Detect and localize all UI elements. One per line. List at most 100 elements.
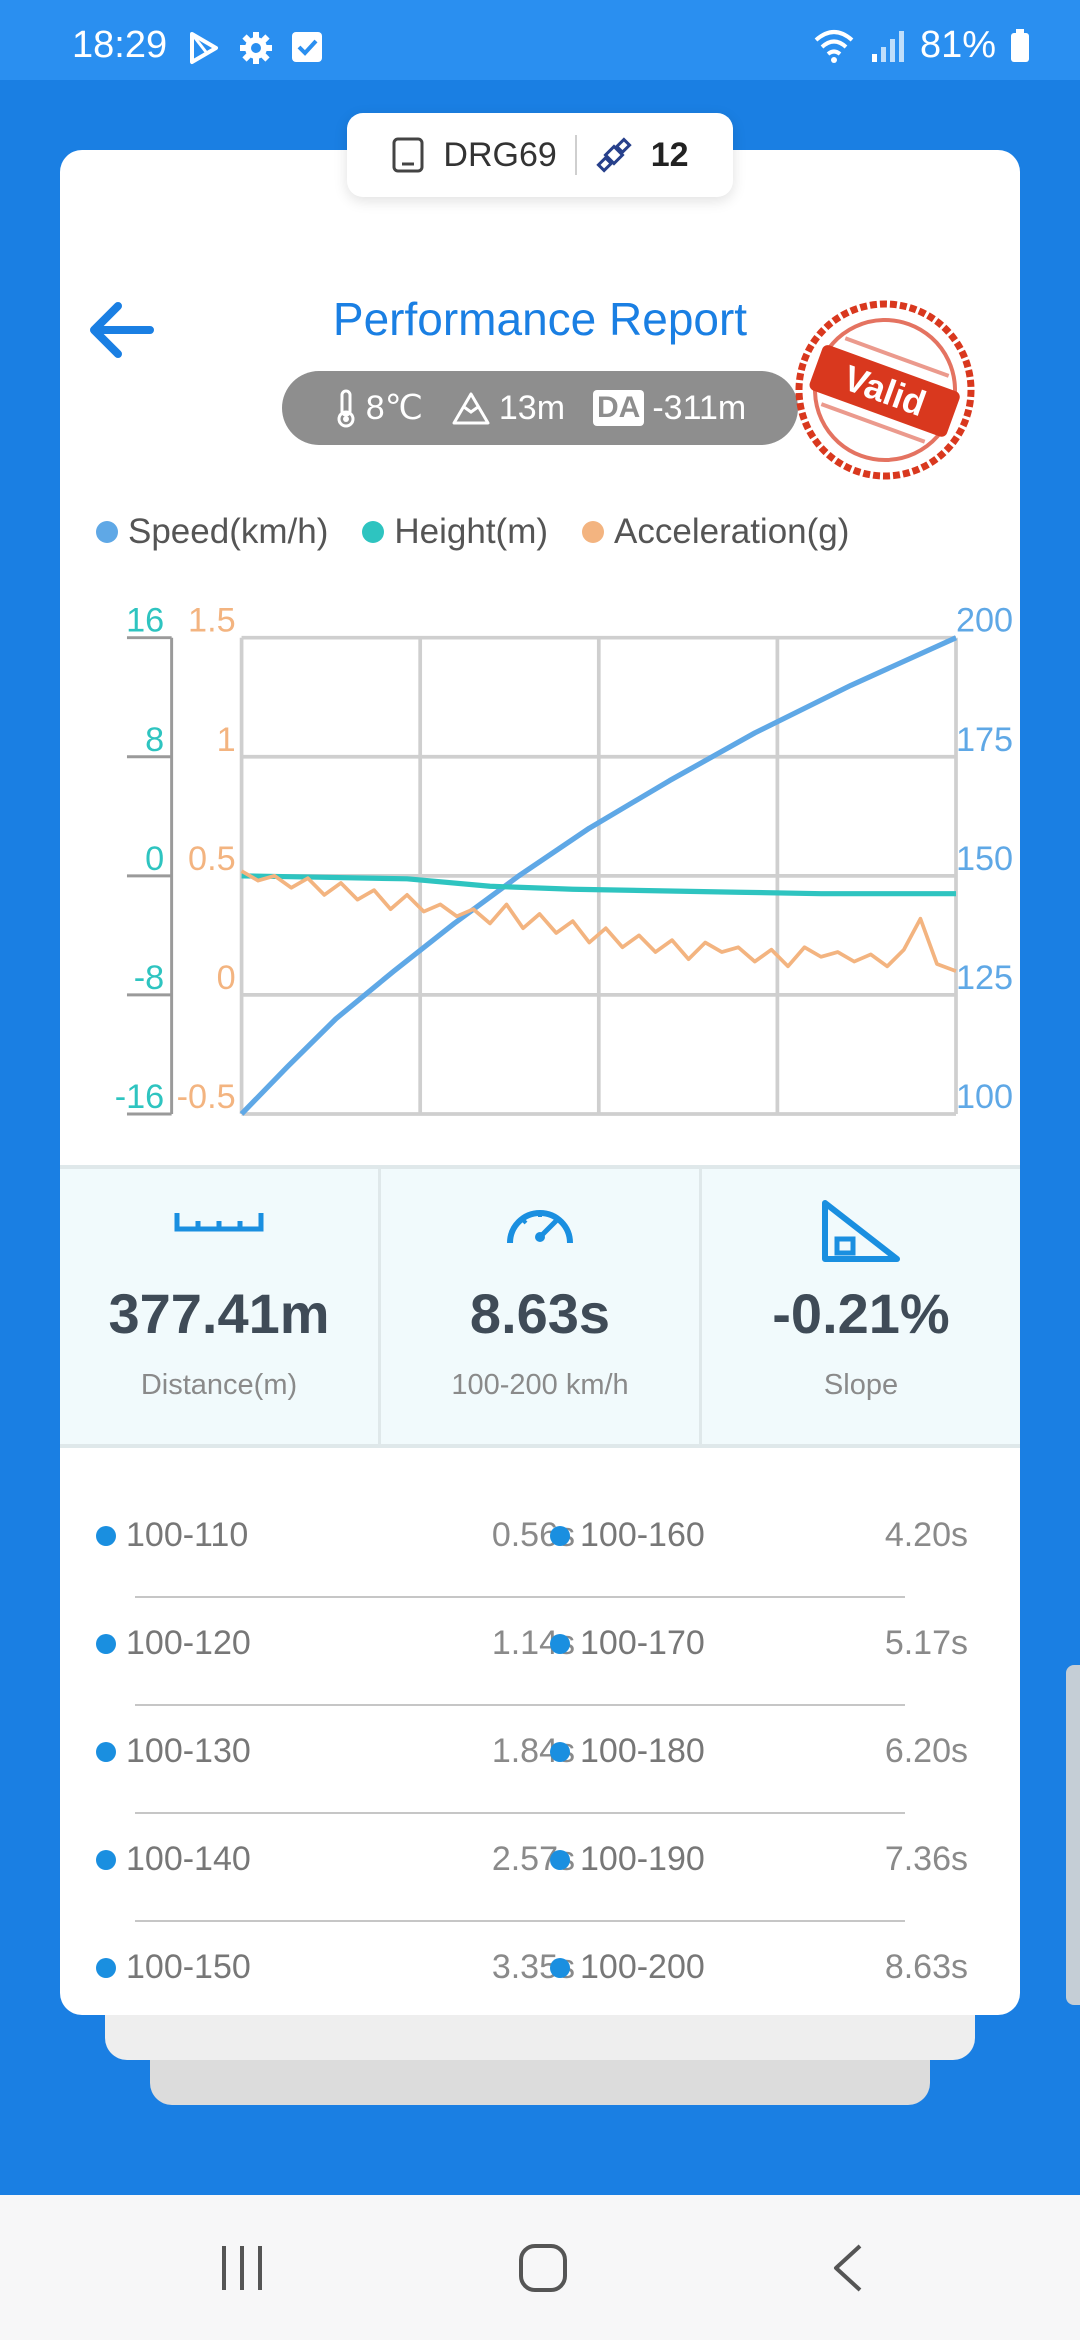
checkbox-icon xyxy=(292,32,322,62)
slope-label: Slope xyxy=(823,1369,899,1401)
split-right-label: 100-170 xyxy=(550,1624,705,1663)
legend-acceleration-label: Acceleration(g) xyxy=(614,512,850,551)
split-right-label-text: 100-190 xyxy=(580,1840,705,1878)
page-title: Performance Report xyxy=(332,293,748,345)
split-left-label-text: 100-120 xyxy=(126,1624,251,1662)
split-right-label-text: 100-160 xyxy=(580,1516,705,1554)
height-tick-label: -16 xyxy=(115,1078,164,1116)
split-bullet xyxy=(96,1633,116,1654)
split-bullet xyxy=(96,1525,116,1546)
row-divider xyxy=(135,1920,905,1922)
stat-distance: 377.41m Distance(m) xyxy=(60,1169,378,1444)
acceleration-tick-label: 0 xyxy=(217,959,236,997)
split-left-label: 100-130 xyxy=(96,1732,251,1771)
pill-divider xyxy=(574,135,577,175)
device-pill[interactable]: DRG69 12 xyxy=(347,113,733,197)
home-icon[interactable] xyxy=(518,2243,568,2293)
split-right-value: 6.20s xyxy=(884,1732,968,1770)
acceleration-tick-label: 0.5 xyxy=(188,840,236,878)
altitude-item: 13m xyxy=(451,389,565,428)
split-row: 100-150 3.35s 100-200 8.63s xyxy=(60,1922,1020,2030)
settings-icon xyxy=(240,32,272,64)
slope-value: -0.21% xyxy=(772,1282,950,1345)
split-bullet xyxy=(550,1741,570,1762)
status-bar: 18:29 8 xyxy=(0,0,1080,80)
split-right-label-text: 100-200 xyxy=(580,1948,705,1986)
split-left-label-text: 100-140 xyxy=(126,1840,251,1878)
split-left-label: 100-120 xyxy=(96,1624,251,1663)
series-line-acceleration xyxy=(240,869,957,973)
back-arrow-icon[interactable] xyxy=(80,290,160,370)
chart-legend: Speed(km/h) Height(m) Acceleration(g) xyxy=(96,512,849,552)
split-bullet xyxy=(96,1957,116,1978)
height-tick-label: 16 xyxy=(126,602,164,640)
split-right-label: 100-200 xyxy=(550,1948,705,1987)
row-divider xyxy=(135,1704,905,1706)
speedometer-icon xyxy=(507,1210,573,1244)
split-right-label: 100-180 xyxy=(550,1732,705,1771)
density-altitude-item: DA -311m xyxy=(593,389,746,428)
legend-height-label: Height(m) xyxy=(394,512,549,551)
series-line-height xyxy=(241,873,956,897)
split-right-label: 100-190 xyxy=(550,1840,705,1879)
speed-tick-label: 175 xyxy=(956,721,1013,759)
acceleration-dot xyxy=(582,521,605,543)
recent-apps-icon[interactable] xyxy=(218,2243,266,2293)
row-divider xyxy=(135,1812,905,1814)
split-row: 100-120 1.14s 100-170 5.17s xyxy=(60,1598,1020,1706)
split-row: 100-130 1.84s 100-180 6.20s xyxy=(60,1706,1020,1814)
ruler-icon xyxy=(174,1213,264,1232)
signal-icon xyxy=(871,30,904,62)
acceleration-tick-label: 1.5 xyxy=(188,602,236,640)
height-dot xyxy=(362,521,385,543)
split-right-label-text: 100-180 xyxy=(580,1732,705,1770)
da-badge: DA xyxy=(593,390,645,426)
split-right-value: 7.36s xyxy=(884,1840,968,1878)
height-tick-label: 8 xyxy=(145,721,164,759)
battery-icon xyxy=(1011,28,1029,62)
split-left-label: 100-140 xyxy=(96,1840,251,1879)
environment-pill: 8℃ 13m DA -311m xyxy=(282,371,798,445)
stats-panel: 377.41m Distance(m) 8.63s 100-200 km/h -… xyxy=(60,1165,1020,1448)
split-times-table: 100-110 0.56s 100-160 4.20s 100-120 1.14s 100-… xyxy=(60,1490,1020,2030)
split-bullet xyxy=(96,1741,116,1762)
split-right-value: 5.17s xyxy=(884,1624,968,1662)
stat-time: 8.63s 100-200 km/h xyxy=(378,1169,699,1444)
performance-chart: 16 8 0 -8 -16 1.5 1 0.5 0 -0.5 200 175 150 125 100 xyxy=(115,602,1013,1116)
stat-slope: -0.21% Slope xyxy=(699,1169,1020,1444)
height-tick-label: -8 xyxy=(134,959,164,997)
device-name: DRG69 xyxy=(443,135,557,174)
temperature-item: 8℃ xyxy=(334,388,423,428)
legend-speed[interactable]: Speed(km/h) xyxy=(96,512,328,552)
split-left-label-text: 100-130 xyxy=(126,1732,251,1770)
speed-tick-label: 125 xyxy=(956,959,1013,997)
device-icon xyxy=(392,137,424,173)
split-right-label: 100-160 xyxy=(550,1516,705,1555)
navigation-bar xyxy=(0,2195,1080,2340)
legend-speed-label: Speed(km/h) xyxy=(128,512,329,551)
time-label: 100-200 km/h xyxy=(451,1369,629,1401)
legend-acceleration[interactable]: Acceleration(g) xyxy=(582,512,849,552)
legend-height[interactable]: Height(m) xyxy=(362,512,548,552)
scroll-handle[interactable] xyxy=(1066,1665,1080,2005)
split-row: 100-110 0.56s 100-160 4.20s xyxy=(60,1490,1020,1598)
status-time: 18:29 xyxy=(72,24,168,66)
split-left-label: 100-110 xyxy=(96,1516,248,1555)
satellite-icon xyxy=(596,137,632,173)
split-bullet xyxy=(550,1633,570,1654)
play-store-icon xyxy=(190,32,218,64)
slope-icon xyxy=(822,1200,900,1262)
mountain-icon xyxy=(452,392,490,425)
nav-back-icon[interactable] xyxy=(830,2243,866,2293)
thermometer-icon xyxy=(337,389,355,428)
time-value: 8.63s xyxy=(469,1282,611,1345)
split-bullet xyxy=(550,1957,570,1978)
split-right-value: 8.63s xyxy=(884,1948,968,1986)
altitude-value: 13m xyxy=(498,388,566,427)
density-altitude-value: -311m xyxy=(652,388,747,427)
split-bullet xyxy=(96,1849,116,1870)
split-left-label-text: 100-110 xyxy=(126,1516,249,1554)
split-row: 100-140 2.57s 100-190 7.36s xyxy=(60,1814,1020,1922)
speed-dot xyxy=(96,521,118,543)
split-right-label-text: 100-170 xyxy=(580,1624,705,1662)
